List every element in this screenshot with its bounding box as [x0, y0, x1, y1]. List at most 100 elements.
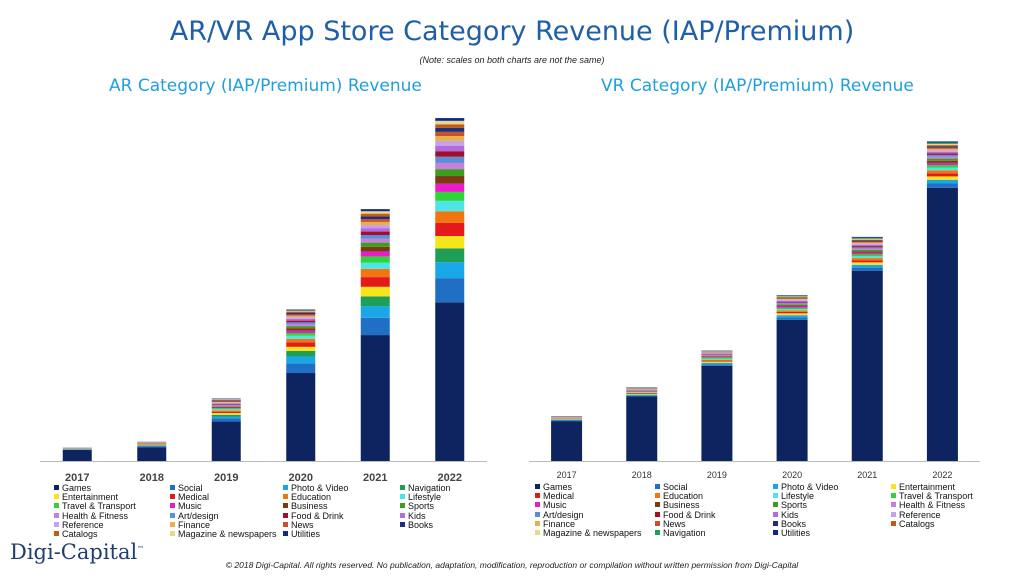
legend-swatch: [773, 493, 778, 499]
legend-item: Reference: [54, 520, 104, 530]
legend-item: Music: [170, 502, 202, 511]
legend-swatch: [655, 520, 660, 526]
ar-bar-segment: [286, 322, 316, 325]
ar-bar-segment: [360, 306, 390, 318]
legend-swatch: [655, 502, 660, 508]
ar-bar-segment: [286, 326, 316, 329]
ar-legend: Games Social Photo & Video Navigation Entert…: [54, 484, 514, 540]
legend-label: Games: [543, 482, 573, 492]
legend-item: Books: [400, 520, 433, 530]
ar-bar-segment: [211, 404, 241, 406]
ar-bar-segment: [435, 140, 465, 146]
ar-bar-segment: [435, 169, 465, 177]
ar-bar-segment: [286, 314, 316, 316]
legend-swatch: [54, 531, 59, 536]
legend-label: Lifestyle: [781, 491, 815, 502]
ar-bar-segment: [435, 211, 465, 223]
legend-label: Medical: [543, 491, 575, 502]
legend-item: Navigation: [655, 529, 706, 538]
ar-bar-segment: [286, 317, 316, 319]
legend-label: Music: [543, 500, 567, 511]
legend-swatch: [170, 521, 175, 527]
legend-item: Kids: [773, 509, 799, 520]
legend-swatch: [773, 520, 778, 526]
ar-bar-segment: [286, 315, 316, 318]
ar-bar-segment: [360, 262, 390, 269]
ar-bar-segment: [435, 162, 465, 170]
legend-label: Health & Fitness: [62, 510, 129, 521]
ar-bar-segment: [360, 256, 390, 263]
legend-swatch: [283, 494, 288, 500]
ar-bar-segment: [360, 228, 390, 232]
ar-bar-segment: [286, 333, 316, 336]
legend-label: Photo & Video: [291, 483, 349, 493]
ar-bar-segment: [360, 225, 390, 229]
ar-bar-segment: [435, 222, 465, 237]
legend-label: Sports: [781, 500, 808, 511]
legend-swatch: [400, 503, 405, 509]
ar-bar-segment: [435, 262, 465, 279]
legend-swatch: [54, 512, 59, 518]
legend-label: News: [291, 519, 314, 530]
legend-item: News: [655, 519, 686, 529]
legend-item: Lifestyle: [773, 492, 814, 501]
ar-bar-segment: [286, 328, 316, 331]
legend-label: Travel & Transport: [899, 491, 973, 502]
ar-bar-segment: [137, 445, 167, 447]
ar-bar-segment: [360, 211, 390, 214]
ar-bar-segment: [360, 251, 390, 257]
legend-swatch: [283, 512, 288, 518]
legend-item: Books: [773, 519, 806, 529]
ar-bar-segment: [435, 183, 465, 192]
legend-label: Sports: [408, 501, 435, 512]
legend-swatch: [891, 493, 896, 499]
ar-bar-segment: [435, 127, 465, 132]
ar-bar-segment: [211, 403, 241, 405]
ar-bar-segment: [360, 246, 390, 252]
legend-label: Games: [62, 483, 92, 493]
legend-label: Utilities: [291, 529, 321, 539]
legend-label: Social: [178, 483, 203, 493]
ar-bar-segment: [435, 120, 465, 125]
ar-bar-segment: [360, 317, 390, 336]
ar-bar-segment: [286, 335, 316, 339]
ar-x-tick-label: 2019: [214, 472, 238, 484]
ar-bar-segment: [286, 309, 316, 311]
legend-swatch: [170, 512, 175, 518]
ar-bar-segment: [286, 342, 316, 347]
legend-item: Navigation: [400, 484, 451, 493]
legend-label: Magazine & newspapers: [543, 528, 642, 538]
legend-label: Art/design: [178, 510, 219, 521]
ar-bar-segment: [360, 235, 390, 239]
ar-bar-segment: [360, 221, 390, 226]
legend-label: Kids: [781, 509, 799, 520]
ar-bar-segment: [435, 124, 465, 128]
legend-item: Sports: [400, 502, 434, 511]
ar-bar-segment: [360, 335, 390, 461]
legend-label: Finance: [178, 519, 211, 530]
digi-capital-logo: Digi-Capital™: [10, 540, 145, 564]
ar-bar-segment: [211, 404, 241, 405]
ar-bar-segment: [435, 131, 465, 137]
legend-label: Travel & Transport: [62, 501, 136, 512]
vr-chart-title: VR Category (IAP/Premium) Revenue: [601, 76, 914, 96]
ar-bar-segment: [211, 399, 241, 401]
ar-bar-segment: [360, 238, 390, 243]
legend-item: Magazine & newspapers: [170, 530, 277, 539]
ar-bar-segment: [435, 200, 465, 212]
ar-bar-segment: [211, 406, 241, 408]
legend-item: Games: [535, 483, 572, 492]
legend-swatch: [170, 531, 175, 536]
legend-label: Music: [178, 501, 202, 512]
legend-label: Magazine & newspapers: [178, 529, 277, 539]
legend-item: Catalogs: [891, 519, 935, 529]
legend-swatch: [283, 531, 288, 536]
ar-bar-segment: [286, 373, 316, 461]
legend-item: Social: [170, 484, 203, 493]
ar-bar-segment: [286, 356, 316, 364]
legend-swatch: [283, 485, 288, 490]
ar-bar-segment: [286, 311, 316, 313]
legend-swatch: [891, 520, 896, 526]
legend-item: Entertainment: [891, 483, 955, 492]
ar-bar-segment: [211, 406, 241, 407]
